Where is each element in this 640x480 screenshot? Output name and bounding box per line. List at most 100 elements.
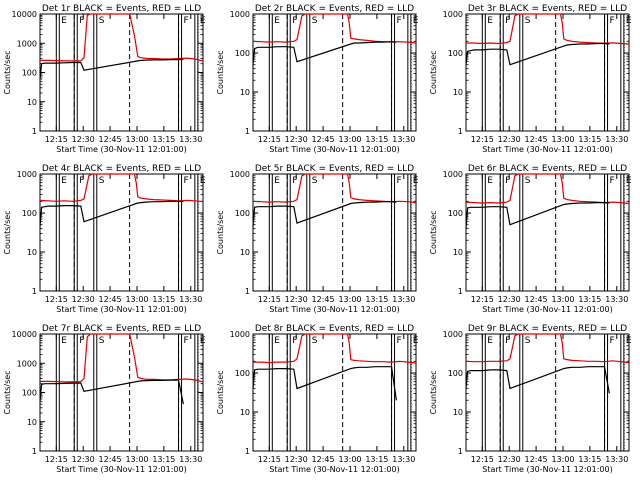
x-tick-label: 13:15 bbox=[578, 455, 601, 464]
panel-title: Det 7r BLACK = Events, RED = LLD bbox=[42, 324, 201, 334]
marker-label: F bbox=[79, 176, 84, 186]
x-tick-label: 12:45 bbox=[312, 295, 335, 304]
x-tick-label: 13:15 bbox=[152, 135, 175, 144]
x-tick-label: 13:30 bbox=[392, 295, 415, 304]
y-tick-label: 10 bbox=[240, 88, 250, 97]
x-tick-label: 12:45 bbox=[312, 455, 335, 464]
y-tick-label: 100 bbox=[235, 369, 250, 378]
events-series-line bbox=[465, 202, 610, 229]
y-tick-label: 1000 bbox=[17, 359, 37, 368]
x-tick-label: 12:15 bbox=[45, 295, 68, 304]
x-tick-label: 13:30 bbox=[179, 455, 202, 464]
y-axis-label: Counts/sec bbox=[216, 50, 225, 94]
x-tick-label: 13:15 bbox=[152, 295, 175, 304]
x-tick-label: 13:15 bbox=[152, 455, 175, 464]
detector-panel-4: Det 4r BLACK = Events, RED = LLD 1 10 100 10… bbox=[3, 164, 206, 314]
marker-label: F bbox=[610, 336, 615, 346]
x-tick-label: 13:30 bbox=[392, 455, 415, 464]
marker-label: E bbox=[200, 16, 206, 26]
marker-label: E bbox=[626, 16, 632, 26]
y-tick-label: 1000 bbox=[230, 10, 250, 19]
x-axis-label: Start Time (30-Nov-11 12:01:00) bbox=[269, 305, 399, 314]
y-tick-label: 100 bbox=[22, 69, 37, 78]
x-axis-label: Start Time (30-Nov-11 12:01:00) bbox=[269, 145, 399, 154]
marker-label: S bbox=[525, 16, 531, 26]
x-tick-label: 12:30 bbox=[72, 455, 95, 464]
marker-label: E bbox=[413, 16, 419, 26]
x-tick-label: 12:30 bbox=[498, 135, 521, 144]
x-tick-label: 13:30 bbox=[605, 295, 628, 304]
marker-label: F bbox=[292, 176, 297, 186]
x-tick-label: 12:30 bbox=[285, 135, 308, 144]
marker-label: E bbox=[626, 336, 632, 346]
y-tick-label: 1000 bbox=[443, 330, 463, 339]
marker-label: S bbox=[312, 16, 318, 26]
marker-label: F bbox=[79, 336, 84, 346]
x-tick-label: 12:30 bbox=[498, 455, 521, 464]
events-series-line bbox=[39, 58, 184, 80]
marker-label: F bbox=[397, 336, 402, 346]
y-tick-label: 1 bbox=[32, 287, 37, 296]
x-axis-label: Start Time (30-Nov-11 12:01:00) bbox=[56, 145, 186, 154]
y-tick-label: 1 bbox=[32, 127, 37, 136]
panel-title: Det 8r BLACK = Events, RED = LLD bbox=[255, 324, 414, 334]
y-tick-label: 10 bbox=[453, 248, 463, 257]
x-tick-label: 13:15 bbox=[365, 135, 388, 144]
x-tick-label: 12:30 bbox=[285, 455, 308, 464]
y-tick-label: 1000 bbox=[17, 170, 37, 179]
panel-title: Det 3r BLACK = Events, RED = LLD bbox=[468, 4, 627, 14]
y-axis-label: Counts/sec bbox=[3, 210, 12, 254]
y-tick-label: 10 bbox=[240, 408, 250, 417]
detector-panel-2: Det 2r BLACK = Events, RED = LLD 1 10 100 10… bbox=[216, 4, 419, 154]
marker-label: E bbox=[487, 176, 493, 186]
marker-label: F bbox=[397, 176, 402, 186]
events-series-line bbox=[465, 366, 610, 394]
x-tick-label: 12:30 bbox=[285, 295, 308, 304]
marker-label: F bbox=[505, 16, 510, 26]
x-tick-label: 13:00 bbox=[338, 455, 361, 464]
marker-label: S bbox=[312, 336, 318, 346]
marker-label: S bbox=[99, 16, 105, 26]
x-axis-label: Start Time (30-Nov-11 12:01:00) bbox=[269, 465, 399, 474]
y-tick-label: 10 bbox=[240, 248, 250, 257]
marker-label: F bbox=[292, 336, 297, 346]
y-tick-label: 1 bbox=[32, 447, 37, 456]
x-tick-label: 12:45 bbox=[99, 455, 122, 464]
marker-label: E bbox=[413, 336, 419, 346]
x-tick-label: 12:30 bbox=[498, 295, 521, 304]
marker-label: E bbox=[200, 336, 206, 346]
events-series-line bbox=[39, 379, 184, 405]
detector-panel-5: Det 5r BLACK = Events, RED = LLD 1 10 100 10… bbox=[216, 164, 419, 314]
panel-title: Det 9r BLACK = Events, RED = LLD bbox=[468, 324, 627, 334]
marker-label: E bbox=[61, 336, 67, 346]
x-tick-label: 13:30 bbox=[179, 295, 202, 304]
x-tick-label: 13:30 bbox=[605, 135, 628, 144]
y-tick-label: 1 bbox=[245, 447, 250, 456]
events-series-line bbox=[252, 41, 397, 65]
panel-title: Det 1r BLACK = Events, RED = LLD bbox=[42, 4, 201, 14]
x-tick-label: 12:45 bbox=[525, 455, 548, 464]
y-tick-label: 1 bbox=[458, 127, 463, 136]
x-tick-label: 12:15 bbox=[258, 295, 281, 304]
events-series-line bbox=[39, 200, 184, 227]
x-axis-label: Start Time (30-Nov-11 12:01:00) bbox=[56, 465, 186, 474]
events-series-line bbox=[252, 201, 397, 227]
y-axis-label: Counts/sec bbox=[216, 370, 225, 414]
marker-label: E bbox=[61, 176, 67, 186]
detector-panel-9: Det 9r BLACK = Events, RED = LLD 1 10 100 10… bbox=[429, 324, 632, 474]
marker-label: F bbox=[505, 336, 510, 346]
x-tick-label: 12:45 bbox=[99, 135, 122, 144]
marker-label: E bbox=[626, 176, 632, 186]
x-tick-label: 13:00 bbox=[551, 295, 574, 304]
marker-label: F bbox=[79, 16, 84, 26]
x-tick-label: 13:00 bbox=[338, 135, 361, 144]
y-tick-label: 100 bbox=[22, 389, 37, 398]
lld-series-line bbox=[40, 13, 204, 62]
x-tick-label: 13:00 bbox=[125, 295, 148, 304]
x-axis-label: Start Time (30-Nov-11 12:01:00) bbox=[482, 145, 612, 154]
panel-title: Det 6r BLACK = Events, RED = LLD bbox=[468, 164, 627, 174]
lld-series-line bbox=[253, 333, 417, 364]
x-tick-label: 12:15 bbox=[45, 135, 68, 144]
y-tick-label: 100 bbox=[448, 209, 463, 218]
marker-label: E bbox=[274, 176, 280, 186]
